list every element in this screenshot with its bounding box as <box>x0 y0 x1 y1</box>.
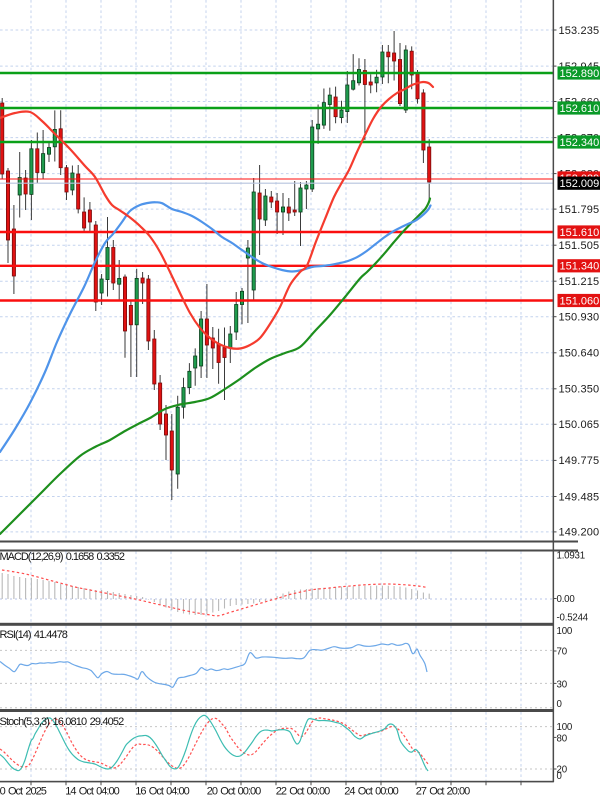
svg-text:0: 0 <box>557 699 563 710</box>
svg-text:152.009: 152.009 <box>560 178 600 190</box>
svg-text:100: 100 <box>557 626 573 637</box>
svg-text:RSI(14) 41.4478: RSI(14) 41.4478 <box>0 629 68 641</box>
svg-text:16 Oct 04:00: 16 Oct 04:00 <box>135 785 189 797</box>
svg-text:149.200: 149.200 <box>559 527 600 539</box>
svg-text:20: 20 <box>557 764 568 775</box>
svg-text:-0.5244: -0.5244 <box>557 612 589 623</box>
svg-text:Stoch(5,3,3) 16.0810 29.4052: Stoch(5,3,3) 16.0810 29.4052 <box>0 716 124 728</box>
svg-text:151.610: 151.610 <box>560 227 600 239</box>
svg-text:0.00: 0.00 <box>557 594 576 605</box>
svg-text:152.610: 152.610 <box>560 103 600 115</box>
svg-text:151.505: 151.505 <box>559 240 600 252</box>
svg-text:152.340: 152.340 <box>560 137 600 149</box>
svg-text:149.775: 149.775 <box>559 455 600 467</box>
svg-text:22 Oct 00:00: 22 Oct 00:00 <box>276 785 330 797</box>
svg-text:MACD(12,26,9) 0.1658 0.3352: MACD(12,26,9) 0.1658 0.3352 <box>0 551 125 563</box>
svg-text:151.795: 151.795 <box>559 204 600 216</box>
svg-text:14 Oct 04:00: 14 Oct 04:00 <box>65 785 119 797</box>
svg-text:152.890: 152.890 <box>560 68 600 80</box>
svg-text:27 Oct 20:00: 27 Oct 20:00 <box>416 785 470 797</box>
svg-text:10 Oct 2025: 10 Oct 2025 <box>0 785 47 797</box>
svg-text:153.235: 153.235 <box>559 25 600 37</box>
svg-text:151.060: 151.060 <box>560 295 600 307</box>
svg-text:150.350: 150.350 <box>559 384 600 396</box>
svg-text:151.215: 151.215 <box>559 276 600 288</box>
svg-text:149.485: 149.485 <box>559 491 600 503</box>
svg-text:20 Oct 00:00: 20 Oct 00:00 <box>207 785 261 797</box>
svg-text:24 Oct 00:00: 24 Oct 00:00 <box>344 785 398 797</box>
svg-text:70: 70 <box>557 646 568 657</box>
svg-text:150.640: 150.640 <box>559 348 600 360</box>
svg-text:0: 0 <box>557 771 563 782</box>
svg-text:150.930: 150.930 <box>559 312 600 324</box>
svg-text:151.340: 151.340 <box>560 261 600 273</box>
svg-text:80: 80 <box>557 733 568 744</box>
svg-text:150.065: 150.065 <box>559 419 600 431</box>
svg-text:30: 30 <box>557 679 568 690</box>
svg-text:100: 100 <box>557 722 573 733</box>
svg-text:1.0931: 1.0931 <box>557 550 585 561</box>
